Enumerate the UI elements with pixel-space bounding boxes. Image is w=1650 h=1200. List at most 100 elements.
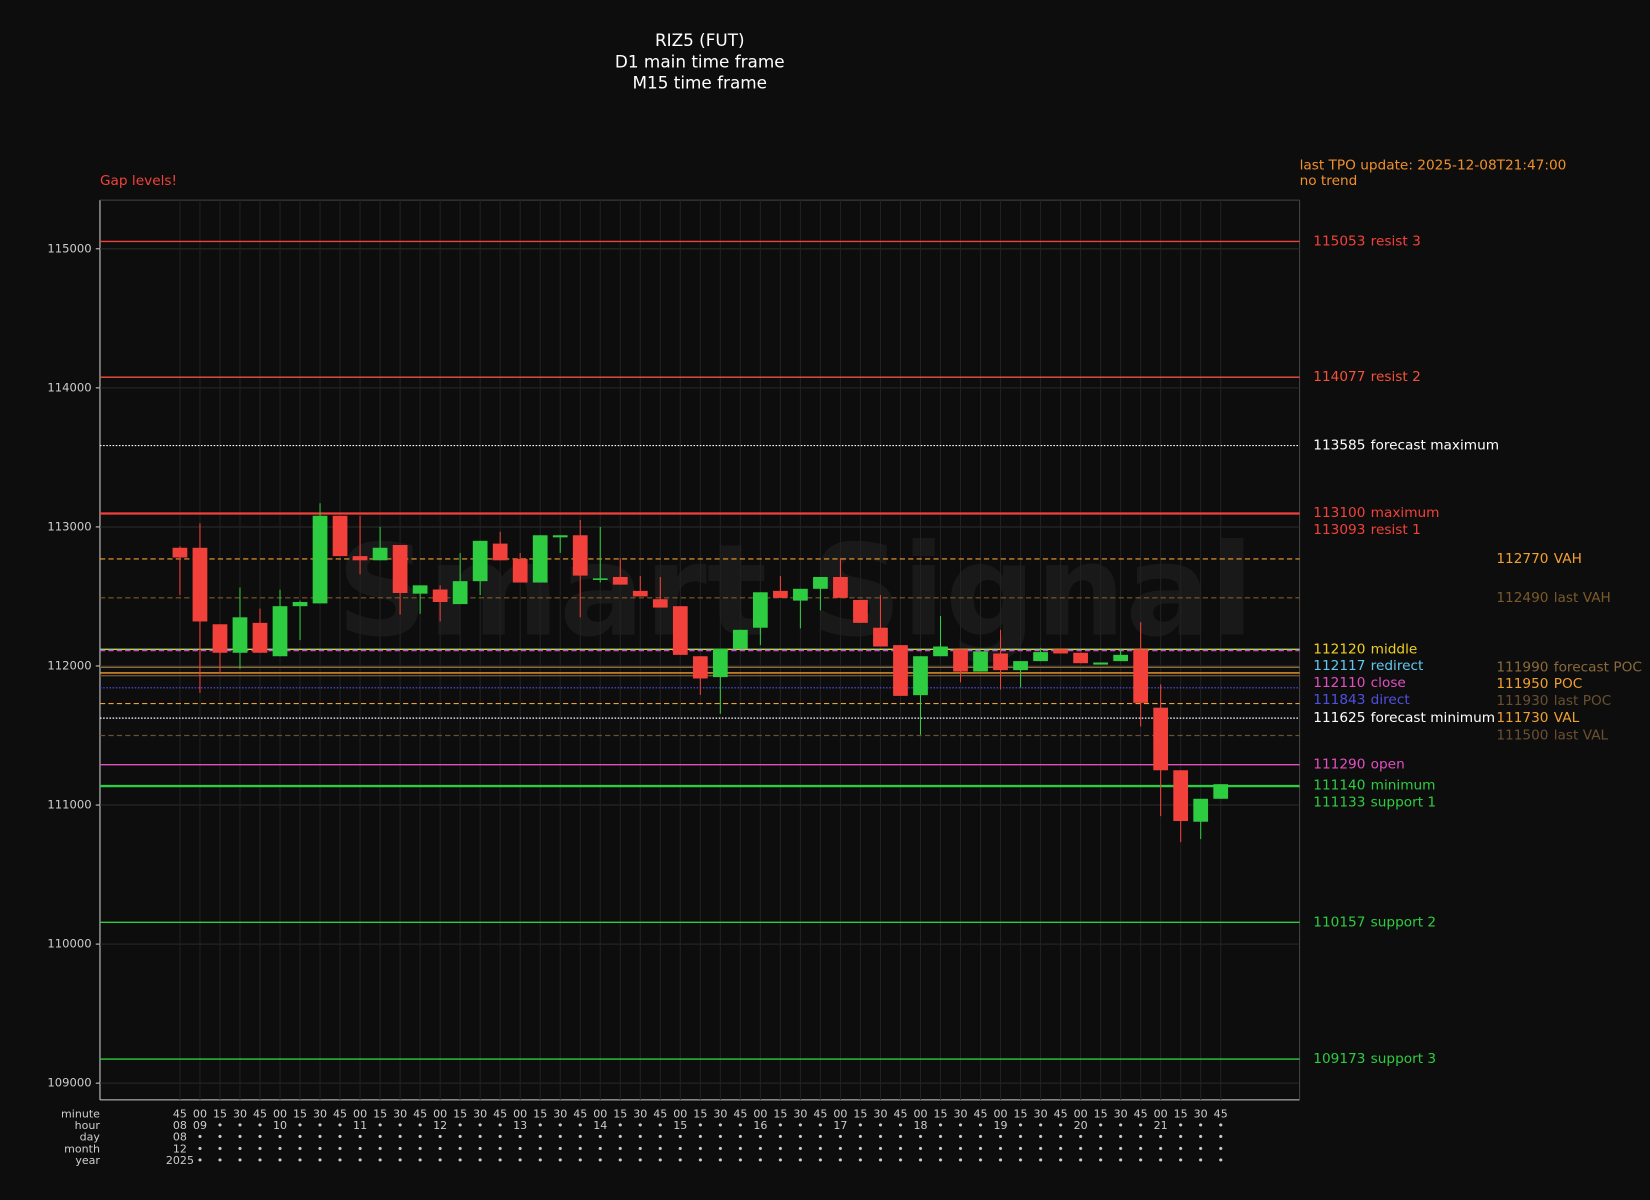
x-tick-label: • (297, 1119, 304, 1132)
x-tick-label: • (397, 1142, 404, 1155)
candle-body (1093, 662, 1108, 665)
x-tick-label: 21 (1154, 1119, 1168, 1132)
candle-body (1033, 652, 1048, 662)
level-value: 111140 (1313, 778, 1365, 794)
x-tick-label: • (977, 1142, 984, 1155)
level-name: VAH (1554, 551, 1582, 567)
x-tick-label: • (1217, 1131, 1224, 1144)
level-value: 111625 (1313, 710, 1365, 726)
candle-body (793, 588, 808, 601)
x-tick-label: 00 (994, 1108, 1008, 1121)
x-row-name: month (64, 1142, 100, 1155)
chart-title: D1 main time frame (615, 51, 785, 71)
candle-body (292, 602, 308, 607)
x-tick-label: • (817, 1131, 824, 1144)
candle-body (652, 599, 668, 608)
candle-body (753, 592, 768, 628)
x-tick-label: • (997, 1131, 1004, 1144)
x-tick-label: • (917, 1131, 924, 1144)
x-tick-label: 15 (933, 1108, 947, 1121)
x-tick-label: 15 (1014, 1108, 1028, 1121)
x-tick-label: • (617, 1131, 624, 1144)
x-tick-label: • (517, 1131, 524, 1144)
x-tick-label: • (657, 1142, 664, 1155)
level-name: open (1371, 757, 1405, 773)
x-tick-label: 19 (994, 1119, 1008, 1132)
x-tick-label: • (877, 1119, 884, 1132)
candle-body (913, 656, 928, 696)
candle-body (1013, 661, 1028, 671)
level-label: 110157 support 2 (1313, 914, 1436, 930)
x-tick-label: • (1197, 1142, 1204, 1155)
x-tick-label: • (577, 1119, 584, 1132)
x-tick-label: • (717, 1119, 724, 1132)
x-tick-label: • (217, 1154, 224, 1167)
x-tick-label: 45 (974, 1108, 988, 1121)
x-tick-label: • (937, 1154, 944, 1167)
candle-body (732, 629, 748, 649)
x-tick-label: 15 (213, 1108, 227, 1121)
level-name: support 3 (1371, 1051, 1436, 1067)
x-tick-label: • (457, 1131, 464, 1144)
x-tick-label: • (1037, 1119, 1044, 1132)
x-tick-label: • (197, 1131, 204, 1144)
x-tick-label: • (357, 1131, 364, 1144)
candle-body (933, 646, 948, 657)
x-tick-label: • (457, 1119, 464, 1132)
x-tick-label: • (497, 1131, 504, 1144)
x-tick-label: • (337, 1142, 344, 1155)
x-tick-label: 45 (813, 1108, 827, 1121)
x-tick-label: 10 (273, 1119, 287, 1132)
x-tick-label: • (637, 1119, 644, 1132)
x-tick-label: • (417, 1154, 424, 1167)
x-tick-label: • (377, 1142, 384, 1155)
x-tick-label: • (877, 1154, 884, 1167)
candle-body (572, 535, 588, 576)
x-tick-label: • (477, 1154, 484, 1167)
x-tick-label: • (1137, 1142, 1144, 1155)
candle-body (773, 590, 788, 598)
x-tick-label: • (637, 1154, 644, 1167)
level-label: 111133 support 1 (1313, 794, 1436, 810)
x-tick-label: 30 (313, 1108, 327, 1121)
x-tick-label: 00 (593, 1108, 607, 1121)
x-tick-label: • (1137, 1131, 1144, 1144)
level-name: forecast maximum (1371, 438, 1499, 454)
level-value: 109173 (1313, 1051, 1365, 1067)
level-value: 110157 (1313, 914, 1365, 930)
x-tick-label: • (597, 1154, 604, 1167)
x-tick-label: • (1057, 1131, 1064, 1144)
x-tick-label: • (377, 1154, 384, 1167)
x-tick-label: 45 (1054, 1108, 1068, 1121)
x-tick-label: 00 (1074, 1108, 1088, 1121)
x-tick-label: 15 (853, 1108, 867, 1121)
x-tick-label: 00 (1154, 1108, 1168, 1121)
candle-body (512, 558, 528, 583)
x-tick-label: 45 (653, 1108, 667, 1121)
x-tick-label: 45 (893, 1108, 907, 1121)
x-tick-label: • (837, 1142, 844, 1155)
x-tick-label: • (857, 1131, 864, 1144)
level-label: 112490 last VAH (1496, 590, 1610, 606)
x-tick-label: • (1097, 1131, 1104, 1144)
x-tick-label: • (757, 1131, 764, 1144)
x-tick-label: • (1017, 1142, 1024, 1155)
x-tick-label: 30 (393, 1108, 407, 1121)
candle-body (993, 653, 1008, 671)
y-tick-label: 110000 (47, 937, 91, 951)
level-value: 111930 (1496, 693, 1548, 709)
x-tick-label: • (817, 1119, 824, 1132)
x-tick-label: • (1177, 1142, 1184, 1155)
level-label: 112120 middle (1313, 641, 1417, 657)
annotation: last TPO update: 2025-12-08T21:47:00 (1300, 157, 1567, 173)
candle-body (973, 651, 988, 672)
x-tick-label: • (1077, 1154, 1084, 1167)
x-tick-label: • (237, 1131, 244, 1144)
x-tick-label: • (697, 1119, 704, 1132)
level-label: 111625 forecast minimum (1313, 710, 1495, 726)
x-tick-label: • (557, 1131, 564, 1144)
candle-body (472, 540, 488, 582)
x-tick-label: • (537, 1154, 544, 1167)
level-label: 113093 resist 1 (1313, 522, 1421, 538)
candle-body (893, 645, 908, 696)
